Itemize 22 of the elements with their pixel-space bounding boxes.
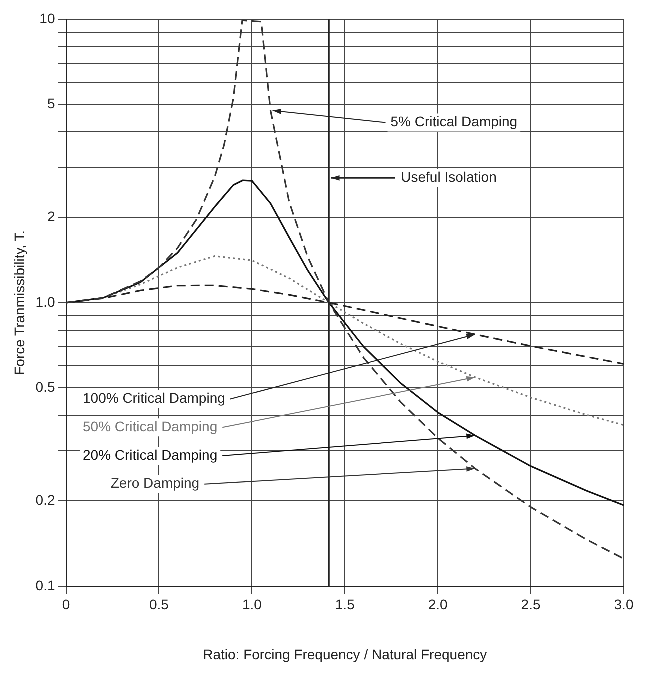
x-tick-label: 3.0 — [614, 596, 634, 613]
x-tick-label: 0 — [62, 596, 70, 613]
x-tick-label: 1.0 — [242, 596, 262, 613]
x-tick-label: 0.5 — [149, 596, 170, 613]
annotation: 5% Critical Damping — [390, 114, 518, 130]
y-tick-label: 0.1 — [36, 577, 56, 594]
y-tick-label: 0.2 — [36, 492, 56, 508]
x-axis-title: Ratio: Forcing Frequency / Natural Frequency — [203, 646, 488, 662]
y-tick-label: 0.5 — [36, 379, 56, 396]
y-tick-label: 10 — [40, 10, 56, 26]
y-tick-label: 5 — [47, 96, 56, 112]
y-tick-label: 1.0 — [36, 294, 56, 310]
x-tick-label: 2.5 — [521, 596, 541, 613]
text: 20% Critical Damping — [82, 446, 218, 463]
text: 50% Critical Damping — [82, 418, 218, 434]
text: Zero Damping — [110, 475, 200, 492]
ref-line-label: Useful Isolation — [401, 169, 497, 186]
text: 100% Critical Damping — [82, 390, 226, 406]
y-tick-label: 2 — [47, 208, 56, 224]
x-tick-label: 1.5 — [335, 596, 356, 613]
y-axis-title: Force Tranmissibility, T. — [11, 230, 28, 376]
x-tick-label: 2.0 — [428, 596, 448, 613]
